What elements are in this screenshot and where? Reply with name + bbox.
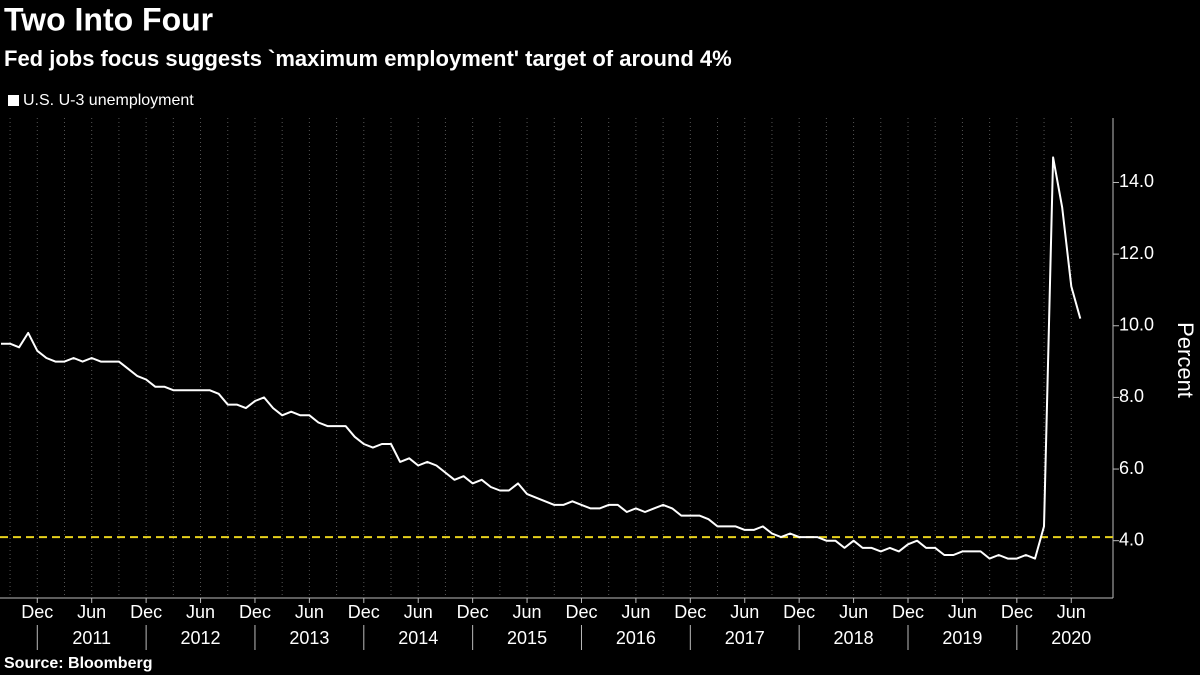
x-tick-label: Jun [1057, 602, 1086, 622]
y-tick-label: 4.0 [1119, 529, 1144, 549]
chart-title: Two Into Four [4, 1, 213, 37]
year-label: 2018 [834, 628, 874, 648]
year-label: 2012 [181, 628, 221, 648]
x-tick-label: Dec [239, 602, 271, 622]
year-label: 2020 [1051, 628, 1091, 648]
x-tick-label: Dec [1001, 602, 1033, 622]
year-label: 2017 [725, 628, 765, 648]
x-tick-label: Dec [674, 602, 706, 622]
x-tick-label: Jun [404, 602, 433, 622]
y-tick-label: 12.0 [1119, 243, 1154, 263]
x-tick-label: Dec [130, 602, 162, 622]
x-tick-label: Jun [186, 602, 215, 622]
x-tick-label: Dec [348, 602, 380, 622]
x-tick-label: Jun [839, 602, 868, 622]
x-tick-label: Jun [513, 602, 542, 622]
year-label: 2016 [616, 628, 656, 648]
source: Source: Bloomberg [4, 655, 152, 672]
y-tick-label: 10.0 [1119, 315, 1154, 335]
legend-swatch [8, 95, 19, 106]
year-label: 2014 [398, 628, 438, 648]
x-tick-label: Jun [621, 602, 650, 622]
y-tick-label: 6.0 [1119, 458, 1144, 478]
x-tick-label: Jun [948, 602, 977, 622]
y-tick-label: 8.0 [1119, 386, 1144, 406]
x-tick-label: Jun [77, 602, 106, 622]
x-tick-label: Dec [457, 602, 489, 622]
y-tick-label: 14.0 [1119, 171, 1154, 191]
year-label: 2019 [942, 628, 982, 648]
legend-label: U.S. U-3 unemployment [23, 92, 194, 109]
y-axis-label: Percent [1173, 322, 1198, 398]
year-label: 2015 [507, 628, 547, 648]
x-tick-label: Jun [730, 602, 759, 622]
x-tick-label: Dec [892, 602, 924, 622]
x-tick-label: Dec [565, 602, 597, 622]
x-tick-label: Jun [295, 602, 324, 622]
x-tick-label: Dec [21, 602, 53, 622]
data-line [1, 156, 1082, 560]
chart-subtitle: Fed jobs focus suggests `maximum employm… [4, 46, 732, 71]
year-label: 2013 [289, 628, 329, 648]
x-tick-label: Dec [783, 602, 815, 622]
year-label: 2011 [72, 628, 111, 648]
